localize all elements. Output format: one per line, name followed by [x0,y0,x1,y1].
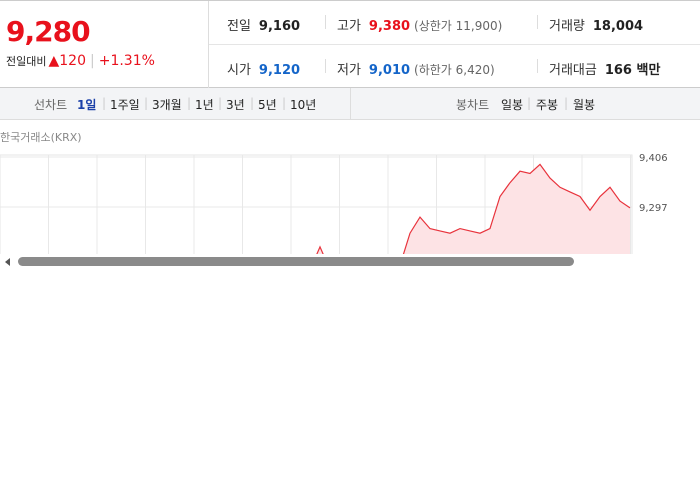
scroll-thumb [18,257,574,266]
tab[interactable]: 1년 [195,98,214,112]
tab-separator: | [527,96,532,110]
stat-value: 166 백만 [604,63,661,78]
stat-label: 전일 [227,19,251,34]
stat: 거래량 18,004 [549,15,643,34]
stat-label: 거래량 [549,19,585,34]
chart-source: 한국거래소(KRX) [0,131,82,144]
tab[interactable]: 월봉 [573,98,596,112]
separator: | [90,53,95,69]
stat: 저가 9,010 (하한가 6,420) [337,59,495,78]
tab[interactable]: 5년 [258,98,277,112]
stats-row: 시가 9,120 저가 9,010 (하한가 6,420) 거래대금 166 백만 [209,45,700,88]
divider [537,15,538,29]
price-line [315,163,631,255]
stat-label: 시가 [227,63,251,78]
divider [537,59,538,73]
tab-bar: 선차트 1일 | 1주일 | 3개월 | 1년 | 3년 | 5년 | 10년 봉차트 일봉 | 주봉 | 월봉 [0,88,700,120]
change-label: 전일대비 [6,55,47,68]
stat-value: 9,380 [368,19,411,34]
tab-separator: | [218,96,223,110]
stat-value: 18,004 [592,19,644,34]
area-fill [316,164,630,255]
tab-separator: | [187,96,192,110]
tab[interactable]: 1주일 [110,98,140,112]
tab-separator: | [144,96,149,110]
change: 전일대비 ▲120 | +1.31% [6,53,155,69]
y-tick-label: 9,406 [639,153,668,164]
stat: 시가 9,120 [227,59,300,78]
tab-separator: | [102,96,107,110]
stat: 거래대금 166 백만 [549,59,660,78]
y-tick-label: 9,297 [639,203,668,214]
tab-header: 선차트 [34,98,68,112]
tab[interactable]: 일봉 [501,98,524,112]
tab[interactable]: 1일 [77,98,97,112]
tab-separator: | [250,96,255,110]
up-arrow: ▲ [48,53,60,69]
stat-label: 고가 [337,19,361,34]
stat-value: 9,120 [258,63,301,78]
price: 9,280 [6,15,91,48]
change-value: 120 [59,53,86,69]
price-box: 9,280 전일대비 ▲120 | +1.31% [0,1,209,88]
stat-value: 9,160 [258,19,301,34]
tab[interactable]: 주봉 [536,98,559,112]
stat: 고가 9,380 (상한가 11,900) [337,15,502,34]
scroll-left-arrow [5,258,10,266]
stat-note: (상한가 11,900) [414,19,503,33]
tab[interactable]: 3년 [226,98,245,112]
stat-label: 저가 [337,63,361,78]
line-tabs: 선차트 1일 | 1주일 | 3개월 | 1년 | 3년 | 5년 | 10년 [0,88,351,119]
quote-panel: 9,280 전일대비 ▲120 | +1.31% 전일 9,160 고가 9,380 (상한가… [0,0,700,88]
divider [325,15,326,29]
tab[interactable]: 10년 [290,98,317,112]
tab-separator: | [282,96,287,110]
stat: 전일 9,160 [227,15,300,34]
stat-value: 9,010 [368,63,411,78]
tab[interactable]: 3개월 [152,98,182,112]
tab-header: 봉차트 [456,98,490,112]
divider [325,59,326,73]
tab-separator: | [564,96,569,110]
stat-note: (하한가 6,420) [414,63,495,77]
change-rate: +1.31% [98,53,155,69]
stats-row: 전일 9,160 고가 9,380 (상한가 11,900) 거래량 18,004 [209,1,700,45]
stat-label: 거래대금 [549,63,597,78]
